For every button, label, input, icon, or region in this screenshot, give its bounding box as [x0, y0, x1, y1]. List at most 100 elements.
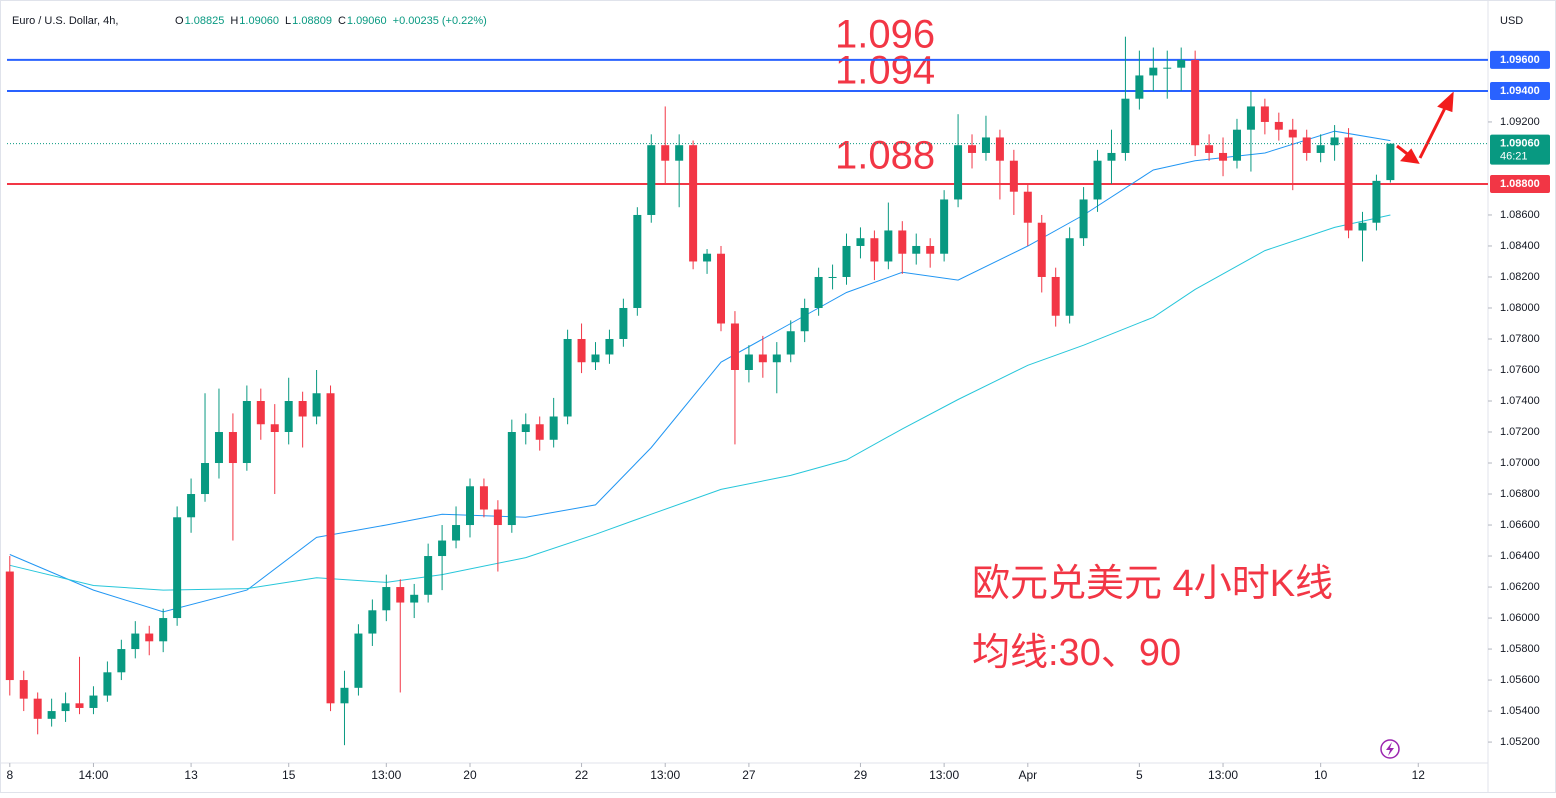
candle-body	[1121, 98, 1130, 153]
candle-body	[772, 354, 781, 363]
candle-body	[438, 540, 447, 557]
candle-body	[1246, 106, 1255, 130]
arrow-head	[1400, 148, 1420, 164]
candle-body	[270, 424, 279, 433]
y-tick-label: 1.07800	[1500, 333, 1540, 345]
candle-body	[1051, 276, 1060, 316]
last-price-badge	[1490, 134, 1550, 165]
y-tick-label: 1.07200	[1500, 426, 1540, 438]
candle-body	[521, 424, 530, 433]
candle-body	[1107, 152, 1116, 161]
candle-body	[744, 354, 753, 370]
candle-body	[856, 238, 865, 246]
y-tick-label: 1.07600	[1500, 364, 1540, 376]
x-tick-label: 27	[742, 768, 756, 782]
candle-body	[1023, 191, 1032, 223]
note: 均线:30、90	[972, 632, 1181, 674]
candle-body	[1205, 145, 1214, 153]
x-tick-label: 12	[1412, 768, 1426, 782]
candle-body	[1219, 152, 1228, 161]
candle-body	[354, 633, 363, 688]
candle-body	[968, 145, 977, 153]
candle-body	[507, 432, 516, 526]
candle-body	[800, 307, 809, 332]
y-tick-label: 1.05600	[1500, 674, 1540, 686]
candle-body	[75, 703, 84, 708]
x-tick-label: 5	[1136, 768, 1143, 782]
y-tick-label: 1.06200	[1500, 581, 1540, 593]
currency: USD	[1500, 15, 1523, 27]
candle-body	[368, 610, 377, 634]
arrow-head	[1437, 91, 1454, 113]
symbol-title: Euro / U.S. Dollar, 4h,	[12, 15, 118, 27]
candle-body	[131, 633, 140, 650]
candle-body	[5, 571, 14, 681]
candle-body	[228, 432, 237, 464]
annotation: 1.094	[835, 49, 935, 93]
arrow-line	[1418, 105, 1448, 159]
y-tick-label: 1.09200	[1500, 116, 1540, 128]
candle-body	[549, 416, 558, 440]
candle-body	[1260, 106, 1269, 122]
x-tick-label: 29	[854, 768, 868, 782]
y-tick-label: 1.05200	[1500, 736, 1540, 748]
x-tick-label: 13:00	[1208, 768, 1238, 782]
candle-body	[647, 145, 656, 215]
legend-key: O	[175, 15, 184, 27]
moving-average	[9, 214, 1391, 591]
price-badge	[1490, 50, 1550, 69]
candle-body	[61, 703, 70, 712]
x-tick-label: 13:00	[650, 768, 680, 782]
candle-body	[103, 672, 112, 696]
x-tick-label: 22	[575, 768, 589, 782]
candle-body	[814, 276, 823, 308]
countdown: 46:21	[1500, 151, 1528, 163]
candle-body	[981, 137, 990, 153]
y-tick-label: 1.05400	[1500, 705, 1540, 717]
candle-body	[717, 253, 726, 324]
candle-body	[298, 401, 307, 417]
candle-body	[535, 424, 544, 440]
candle-body	[605, 338, 614, 355]
candle-body	[465, 486, 474, 526]
candle-body	[730, 323, 739, 370]
candle-body	[1191, 59, 1200, 146]
candle-body	[173, 517, 182, 619]
arrow	[1396, 91, 1454, 164]
y-tick-label: 1.08200	[1500, 271, 1540, 283]
candle-body	[954, 145, 963, 200]
price-badge	[1490, 81, 1550, 100]
ohlc-legend: O 1.08825 H 1.09060 L 1.08809 C 1.09060 +0.00235…	[175, 15, 487, 27]
legend-value: 1.09060	[347, 15, 387, 27]
candle-body	[1163, 67, 1172, 69]
y-tick-label: 1.08600	[1500, 209, 1540, 221]
flash-icon[interactable]	[1380, 739, 1400, 759]
candle-body	[1302, 137, 1311, 153]
price-badge	[1490, 174, 1550, 193]
candle-body	[410, 594, 419, 603]
candle-body	[577, 338, 586, 363]
legend-change: +0.00235 (+0.22%)	[393, 15, 487, 27]
candle-body	[884, 230, 893, 262]
candle-body	[870, 238, 879, 262]
x-tick-label: 13	[184, 768, 198, 782]
candle-body	[33, 698, 42, 719]
y-tick-label: 1.07000	[1500, 457, 1540, 469]
y-tick-label: 1.07400	[1500, 395, 1540, 407]
y-tick-label: 1.05800	[1500, 643, 1540, 655]
y-tick-label: 1.06400	[1500, 550, 1540, 562]
candle-body	[19, 680, 28, 699]
price-badge-label: 1.08800	[1500, 178, 1540, 190]
candle-body	[312, 393, 321, 417]
price-badge-label: 1.09600	[1500, 54, 1540, 66]
candle-body	[382, 587, 391, 611]
candle-body	[424, 556, 433, 595]
y-tick-label: 1.06000	[1500, 612, 1540, 624]
legend-value: 1.09060	[239, 15, 279, 27]
x-tick-label: 13:00	[371, 768, 401, 782]
x-tick-label: 14:00	[78, 768, 108, 782]
candle-body	[689, 145, 698, 262]
legend-key: C	[338, 15, 346, 27]
candle-body	[1386, 143, 1395, 181]
